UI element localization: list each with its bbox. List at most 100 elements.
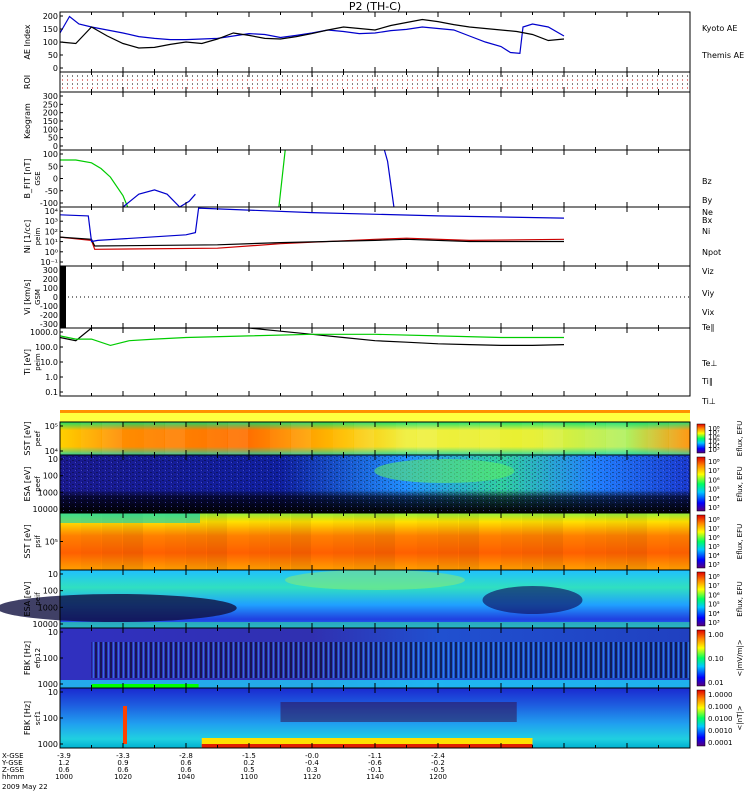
y-tick-label: 10⁰ (45, 248, 58, 257)
y-axis-label: FBK [Hz] (23, 701, 32, 735)
spectrogram-bin (417, 422, 437, 455)
x-axis-value: -0.1 (368, 766, 382, 774)
y-tick-label: 1.0 (45, 373, 58, 382)
x-row-label: Y-GSE (1, 759, 23, 767)
y-axis-sublabel: efp12 (34, 648, 42, 668)
y-axis-label: Vi [km/s] (23, 279, 32, 315)
y-tick-label: 300 (43, 92, 58, 101)
spectrogram-bin (270, 422, 290, 455)
y-tick-label: 100 (43, 654, 58, 663)
x-axis-value: -0.4 (305, 759, 319, 767)
series-line-npot (59, 207, 565, 243)
y-tick-label: 50 (48, 51, 58, 60)
spectrogram-bin (585, 422, 605, 455)
y-tick-label: 100 (43, 587, 58, 596)
panel-frame (59, 11, 691, 73)
y-tick-label: 100.0 (35, 343, 58, 352)
y-tick-label: 10 (48, 570, 58, 579)
y-tick-label: 0 (53, 175, 58, 184)
spectrogram-band (280, 702, 517, 722)
x-axis-value: 1200 (429, 773, 447, 781)
panel-frame (59, 91, 691, 151)
x-axis-value: 0.5 (243, 766, 254, 774)
y-tick-label: 10 (48, 628, 58, 637)
series-line-ti- (59, 333, 564, 347)
spectrogram-bin (669, 422, 689, 455)
y-tick-label: 50 (48, 134, 58, 143)
spectrogram-bin (480, 422, 500, 455)
y-tick-label: 200 (43, 275, 58, 284)
colorbar-tick: 10⁵ (708, 486, 720, 494)
x-axis-value: -2.8 (179, 752, 193, 760)
spectrogram-bin (459, 422, 479, 455)
colorbar-tick: 0.0001 (708, 739, 733, 747)
colorbar-tick: 10³ (708, 619, 720, 627)
y-tick-label: -50 (45, 187, 58, 196)
y-tick-label: 100 (43, 714, 58, 723)
x-axis-value: 0.6 (180, 759, 192, 767)
spectrogram-bin (648, 422, 668, 455)
legend-t-3: Ti⊥ (701, 397, 716, 406)
y-tick-label: 100 (43, 284, 58, 293)
spectrogram-bin (249, 513, 269, 570)
x-axis-value: 1020 (114, 773, 132, 781)
y-tick-label: 10000 (33, 620, 58, 629)
spectrogram-bin (501, 513, 521, 570)
spectrogram-blob (0, 594, 237, 622)
legend-t-0: Te∥ (701, 323, 714, 332)
y-axis-label: ESA [eV] (23, 467, 32, 502)
y-tick-label: 100 (43, 472, 58, 481)
spectrogram-spike (123, 706, 127, 744)
y-tick-label: 0 (53, 293, 58, 302)
colorbar-tick: 10⁸ (708, 573, 720, 581)
y-tick-label: -300 (40, 320, 58, 329)
y-axis-label: AE Index (23, 24, 32, 59)
colorbar-tick: 10⁴ (708, 610, 720, 618)
spectrogram-band (201, 744, 533, 748)
y-tick-label: 10⁻¹ (40, 258, 58, 267)
colorbar-tick: 0.10 (708, 655, 724, 663)
panel-frames (59, 11, 691, 749)
y-tick-label: 200 (43, 12, 58, 21)
spectrogram-bin (102, 513, 122, 570)
colorbar (696, 514, 706, 569)
y-axis-label: ESA [eV] (23, 582, 32, 617)
spectrogram-bin (375, 513, 395, 570)
panel-frame (59, 265, 691, 329)
y-axis-label: FBK [Hz] (23, 641, 32, 675)
colorbar-tick: 10⁶ (708, 476, 720, 484)
series-line-extra-4 (383, 149, 395, 208)
y-tick-label: 1000 (38, 680, 58, 689)
legend-t-1: Te⊥ (701, 359, 717, 368)
spectrogram-bin (123, 513, 143, 570)
colorbar-tick: 10⁴ (708, 495, 720, 503)
spectrogram-blob (482, 586, 583, 614)
y-tick-label: 10³ (45, 217, 58, 226)
y-tick-label: 100 (43, 38, 58, 47)
spectrogram-bin (627, 513, 647, 570)
x-row-label: X-GSE (2, 752, 24, 760)
x-axis-value: -3.9 (57, 752, 71, 760)
series-line-themis-ae (59, 18, 565, 49)
legend-v-1: Viy (702, 289, 715, 298)
y-axis-label: Ni [1/cc] (23, 220, 32, 254)
x-axis-value: -0.2 (431, 759, 445, 767)
series-line-extra-3 (278, 149, 286, 208)
y-tick-label: 50 (48, 162, 58, 171)
spectrogram-bin (606, 422, 626, 455)
spectrogram-bin (270, 513, 290, 570)
colorbar-label: <|mV/m|> (736, 639, 744, 676)
y-axis-sublabel: peim (34, 228, 42, 246)
y-tick-label: 100 (43, 150, 58, 159)
legend-n-1: Ni (702, 227, 710, 236)
y-tick-label: 0 (53, 64, 58, 73)
colorbar-tick: 10⁶ (708, 534, 720, 542)
series-line-ne (59, 236, 565, 250)
series-line-bx (122, 189, 196, 208)
colorbar-label: <|nT|> (736, 705, 744, 730)
legend-ae-1: Themis AE (701, 51, 744, 60)
spectrogram-band (91, 684, 199, 688)
